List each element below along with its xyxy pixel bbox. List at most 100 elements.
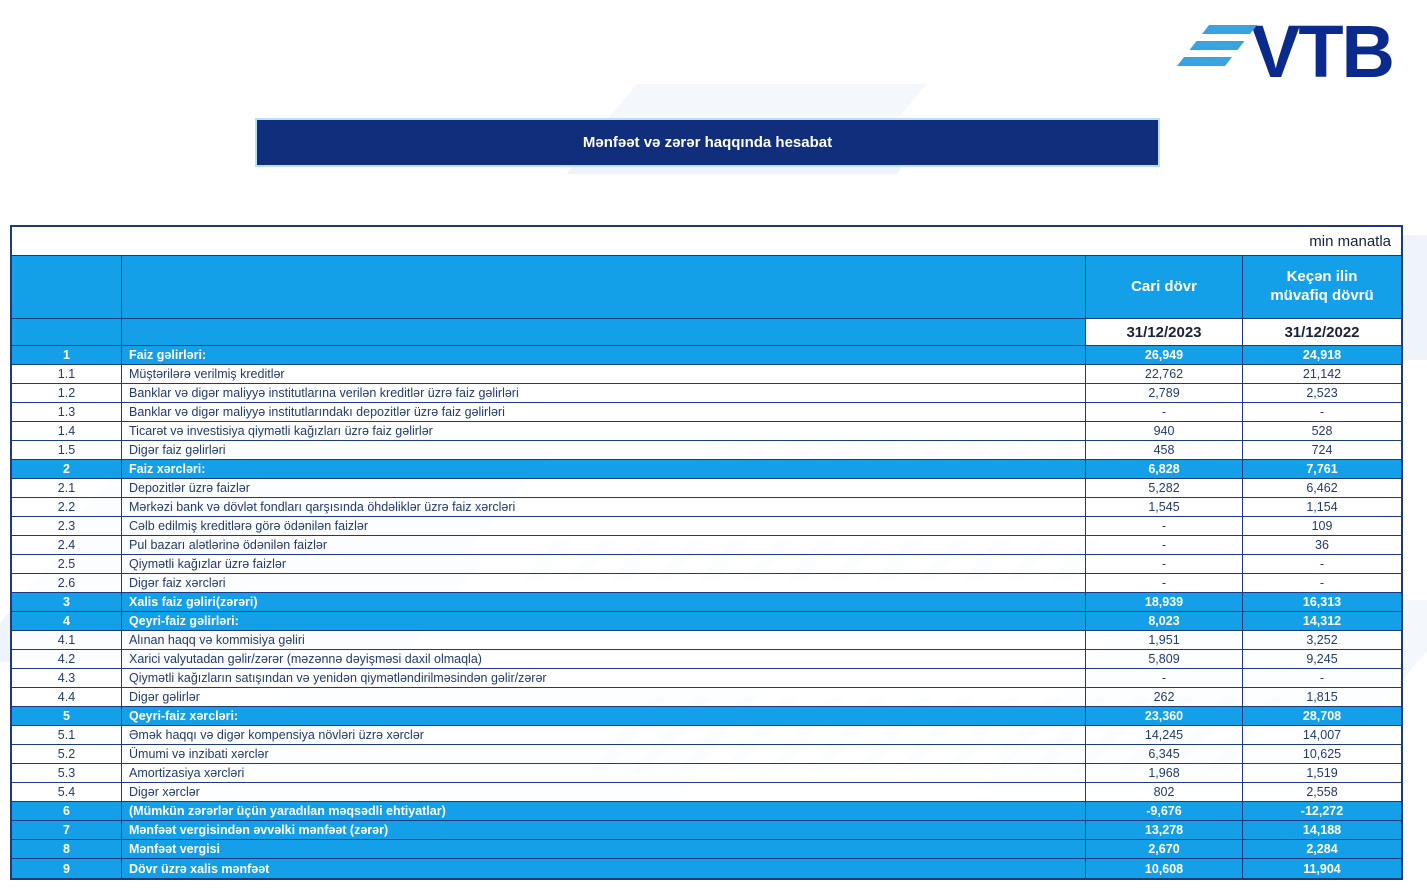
table-row: 2.4 Pul bazarı alətlərinə ödənilən faizlə… — [12, 536, 1401, 555]
row-label: Qeyri-faiz xərcləri: — [122, 707, 1086, 725]
row-number: 2.2 — [12, 498, 122, 516]
table-row: 9 Dövr üzrə xalis mənfəət 10,608 11,904 — [12, 859, 1401, 878]
row-label: Ümumi və inzibati xərclər — [122, 745, 1086, 763]
row-number: 2.6 — [12, 574, 122, 592]
header-previous-period: Keçən ilin müvafiq dövrü — [1270, 268, 1374, 304]
row-number: 1.3 — [12, 403, 122, 421]
row-current-value: 458 — [1086, 441, 1243, 459]
row-previous-value: 6,462 — [1306, 481, 1338, 495]
logo-stripe — [1201, 25, 1258, 34]
row-previous-value: - — [1319, 557, 1325, 571]
row-number: 4.3 — [12, 669, 122, 687]
row-current-value: - — [1086, 555, 1243, 573]
row-number: 1.2 — [12, 384, 122, 402]
row-previous-value: 7,761 — [1306, 462, 1338, 476]
row-label: Mərkəzi bank və dövlət fondları qarşısın… — [122, 498, 1086, 516]
row-previous-value: 2,284 — [1306, 842, 1338, 856]
row-current-value: 940 — [1086, 422, 1243, 440]
current-period-date: 31/12/2023 — [1086, 319, 1243, 345]
row-current-value: 2,789 — [1086, 384, 1243, 402]
row-previous-value: 21,142 — [1302, 367, 1342, 381]
row-previous-value: 109 — [1311, 519, 1333, 533]
row-label: Pul bazarı alətlərinə ödənilən faizlər — [122, 536, 1086, 554]
table-row: 2 Faiz xərcləri: 6,828 7,761 — [12, 460, 1401, 479]
row-number: 2.3 — [12, 517, 122, 535]
row-previous-value: 528 — [1311, 424, 1333, 438]
row-current-value: 262 — [1086, 688, 1243, 706]
header-current-period: Cari dövr — [1086, 256, 1243, 318]
table-row: 1.1 Müştərilərə verilmiş kreditlər 22,762 2… — [12, 365, 1401, 384]
row-label: Əmək haqqı və digər kompensiya növləri ü… — [122, 726, 1086, 744]
row-number: 8 — [12, 840, 122, 858]
vtb-logo: VTB — [1176, 10, 1395, 93]
row-current-value: 2,670 — [1086, 840, 1243, 858]
row-previous-value: 1,519 — [1306, 766, 1338, 780]
row-label: Cəlb edilmiş kreditlərə görə ödənilən fa… — [122, 517, 1086, 535]
row-label: Amortizasiya xərcləri — [122, 764, 1086, 782]
table-row: 2.6 Digər faiz xərcləri - - — [12, 574, 1401, 593]
row-number: 5.2 — [12, 745, 122, 763]
row-number: 2 — [12, 460, 122, 478]
table-row: 1.5 Digər faiz gəlirləri 458 724 — [12, 441, 1401, 460]
table-row: 4.2 Xarici valyutadan gəlir/zərər (məzənn… — [12, 650, 1401, 669]
row-current-value: 1,951 — [1086, 631, 1243, 649]
row-previous-value: 724 — [1311, 443, 1333, 457]
row-label: (Mümkün zərərlər üçün yaradılan məqsədli… — [122, 802, 1086, 820]
row-current-value: - — [1086, 517, 1243, 535]
row-number: 5.3 — [12, 764, 122, 782]
table-row: 5.4 Digər xərclər 802 2,558 — [12, 783, 1401, 802]
row-current-value: - — [1086, 403, 1243, 421]
report-title-bar: Mənfəət və zərər haqqında hesabat — [255, 118, 1160, 167]
row-number: 2.4 — [12, 536, 122, 554]
row-previous-value: 9,245 — [1306, 652, 1338, 666]
row-current-value: 8,023 — [1086, 612, 1243, 630]
table-row: 1.3 Banklar və digər maliyyə institutları… — [12, 403, 1401, 422]
row-number: 2.1 — [12, 479, 122, 497]
table-date-row: 31/12/2023 31/12/2022 — [12, 319, 1401, 346]
row-previous-value: 24,918 — [1302, 348, 1342, 362]
table-row: 1.2 Banklar və digər maliyyə institutları… — [12, 384, 1401, 403]
row-label: Dövr üzrə xalis mənfəət — [122, 859, 1086, 878]
date-description-cell — [122, 319, 1086, 345]
row-number: 1 — [12, 346, 122, 364]
row-label: Digər faiz xərcləri — [122, 574, 1086, 592]
row-current-value: 1,545 — [1086, 498, 1243, 516]
row-label: Faiz xərcləri: — [122, 460, 1086, 478]
table-row: 4.4 Digər gəlirlər 262 1,815 — [12, 688, 1401, 707]
row-label: Qiymətli kağızların satışından və yenidə… — [122, 669, 1086, 687]
profit-loss-table: min manatla Cari dövr Keçən ilin müvafiq… — [10, 225, 1403, 880]
row-previous-value: - — [1319, 405, 1325, 419]
table-row: 2.1 Depozitlər üzrə faizlər 5,282 6,462 — [12, 479, 1401, 498]
row-number: 4.4 — [12, 688, 122, 706]
row-label: Qeyri-faiz gəlirləri: — [122, 612, 1086, 630]
row-label: Digər gəlirlər — [122, 688, 1086, 706]
row-number: 4.1 — [12, 631, 122, 649]
table-row: 3 Xalis faiz gəliri(zərəri) 18,939 16,313 — [12, 593, 1401, 612]
row-label: Xalis faiz gəliri(zərəri) — [122, 593, 1086, 611]
unit-note: min manatla — [1309, 232, 1391, 250]
vtb-logo-text: VTB — [1251, 10, 1395, 93]
row-previous-value: 28,708 — [1302, 709, 1342, 723]
report-title: Mənfəət və zərər haqqında hesabat — [582, 134, 833, 151]
row-number: 5.1 — [12, 726, 122, 744]
row-previous-value: - — [1319, 576, 1325, 590]
row-current-value: 26,949 — [1086, 346, 1243, 364]
table-row: 4.1 Alınan haqq və kommisiya gəliri 1,951 3… — [12, 631, 1401, 650]
row-current-value: 6,828 — [1086, 460, 1243, 478]
row-previous-value: 2,558 — [1306, 785, 1338, 799]
row-current-value: 22,762 — [1086, 365, 1243, 383]
row-number: 3 — [12, 593, 122, 611]
row-current-value: -9,676 — [1086, 802, 1243, 820]
row-label: Alınan haqq və kommisiya gəliri — [122, 631, 1086, 649]
table-row: 2.3 Cəlb edilmiş kreditlərə görə ödənilən… — [12, 517, 1401, 536]
row-label: Depozitlər üzrə faizlər — [122, 479, 1086, 497]
row-label: Qiymətli kağızlar üzrə faizlər — [122, 555, 1086, 573]
row-previous-value: 14,188 — [1302, 823, 1342, 837]
table-row: 6 (Mümkün zərərlər üçün yaradılan məqsədl… — [12, 802, 1401, 821]
row-label: Faiz gəlirləri: — [122, 346, 1086, 364]
row-label: Digər faiz gəlirləri — [122, 441, 1086, 459]
row-current-value: 18,939 — [1086, 593, 1243, 611]
row-previous-value: 36 — [1315, 538, 1329, 552]
table-row: 8 Mənfəət vergisi 2,670 2,284 — [12, 840, 1401, 859]
row-previous-value: 3,252 — [1306, 633, 1338, 647]
